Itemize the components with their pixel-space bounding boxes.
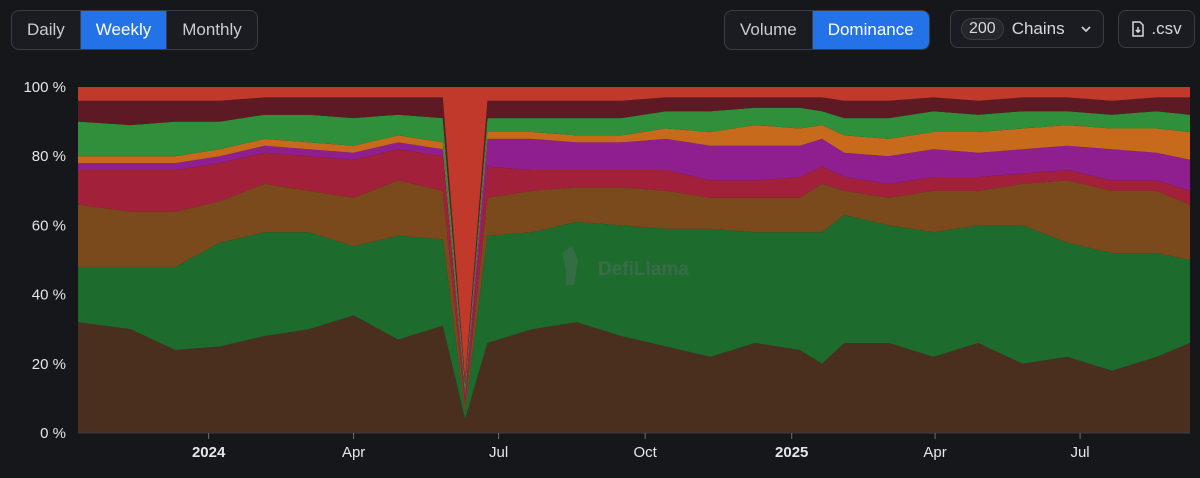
x-tick-label: Jul	[1070, 444, 1089, 461]
area-series-4	[78, 149, 1190, 406]
area-series-group	[78, 87, 1190, 433]
volume-button[interactable]: Volume	[725, 11, 813, 49]
llama-logo-icon	[562, 246, 578, 285]
area-series-5	[78, 138, 1190, 399]
chains-dropdown[interactable]: 200 Chains	[950, 10, 1104, 48]
x-tick-label: Apr	[342, 444, 365, 461]
file-download-icon	[1132, 21, 1145, 37]
y-axis: 0 % 20 % 40 % 60 % 80 % 100 %	[23, 79, 66, 442]
y-tick-label: 80 %	[32, 148, 66, 165]
area-series-7	[78, 107, 1190, 392]
x-axis: 2024 Apr Jul Oct 2025 Apr Jul	[192, 433, 1090, 461]
area-series-2	[78, 215, 1190, 420]
x-tick-label: 2025	[775, 444, 808, 461]
x-tick-label: Apr	[923, 444, 946, 461]
mode-toggle: Volume Dominance	[724, 10, 930, 50]
y-tick-label: 0 %	[40, 425, 66, 442]
chains-label: Chains	[1011, 19, 1065, 38]
chains-count-badge: 200	[961, 18, 1004, 40]
y-tick-label: 100 %	[23, 79, 66, 96]
dominance-chart: 0 %20 %40 %60 %80 %100 % 2024 Apr Jul Oct 20…	[23, 79, 1190, 461]
y-tick-label: 60 %	[32, 217, 66, 234]
x-tick-label: 2024	[192, 444, 226, 461]
area-series-3	[78, 180, 1190, 413]
x-tick-label: Oct	[633, 444, 657, 461]
period-toggle: Daily Weekly Monthly	[11, 10, 258, 50]
monthly-button[interactable]: Monthly	[182, 20, 242, 39]
area-series-1	[78, 315, 1190, 433]
csv-download-button[interactable]: .csv	[1118, 10, 1195, 48]
watermark: DefiLlama	[562, 246, 689, 285]
weekly-button[interactable]: Weekly	[80, 11, 168, 49]
y-tick-label: 40 %	[32, 287, 66, 304]
dominance-button[interactable]: Dominance	[812, 11, 929, 49]
watermark-text: DefiLlama	[598, 259, 689, 280]
csv-label: .csv	[1151, 19, 1182, 38]
x-tick-label: Jul	[489, 444, 508, 461]
daily-button[interactable]: Daily	[12, 11, 81, 49]
chevron-down-icon	[1081, 26, 1091, 33]
y-tick-label: 20 %	[32, 356, 66, 373]
